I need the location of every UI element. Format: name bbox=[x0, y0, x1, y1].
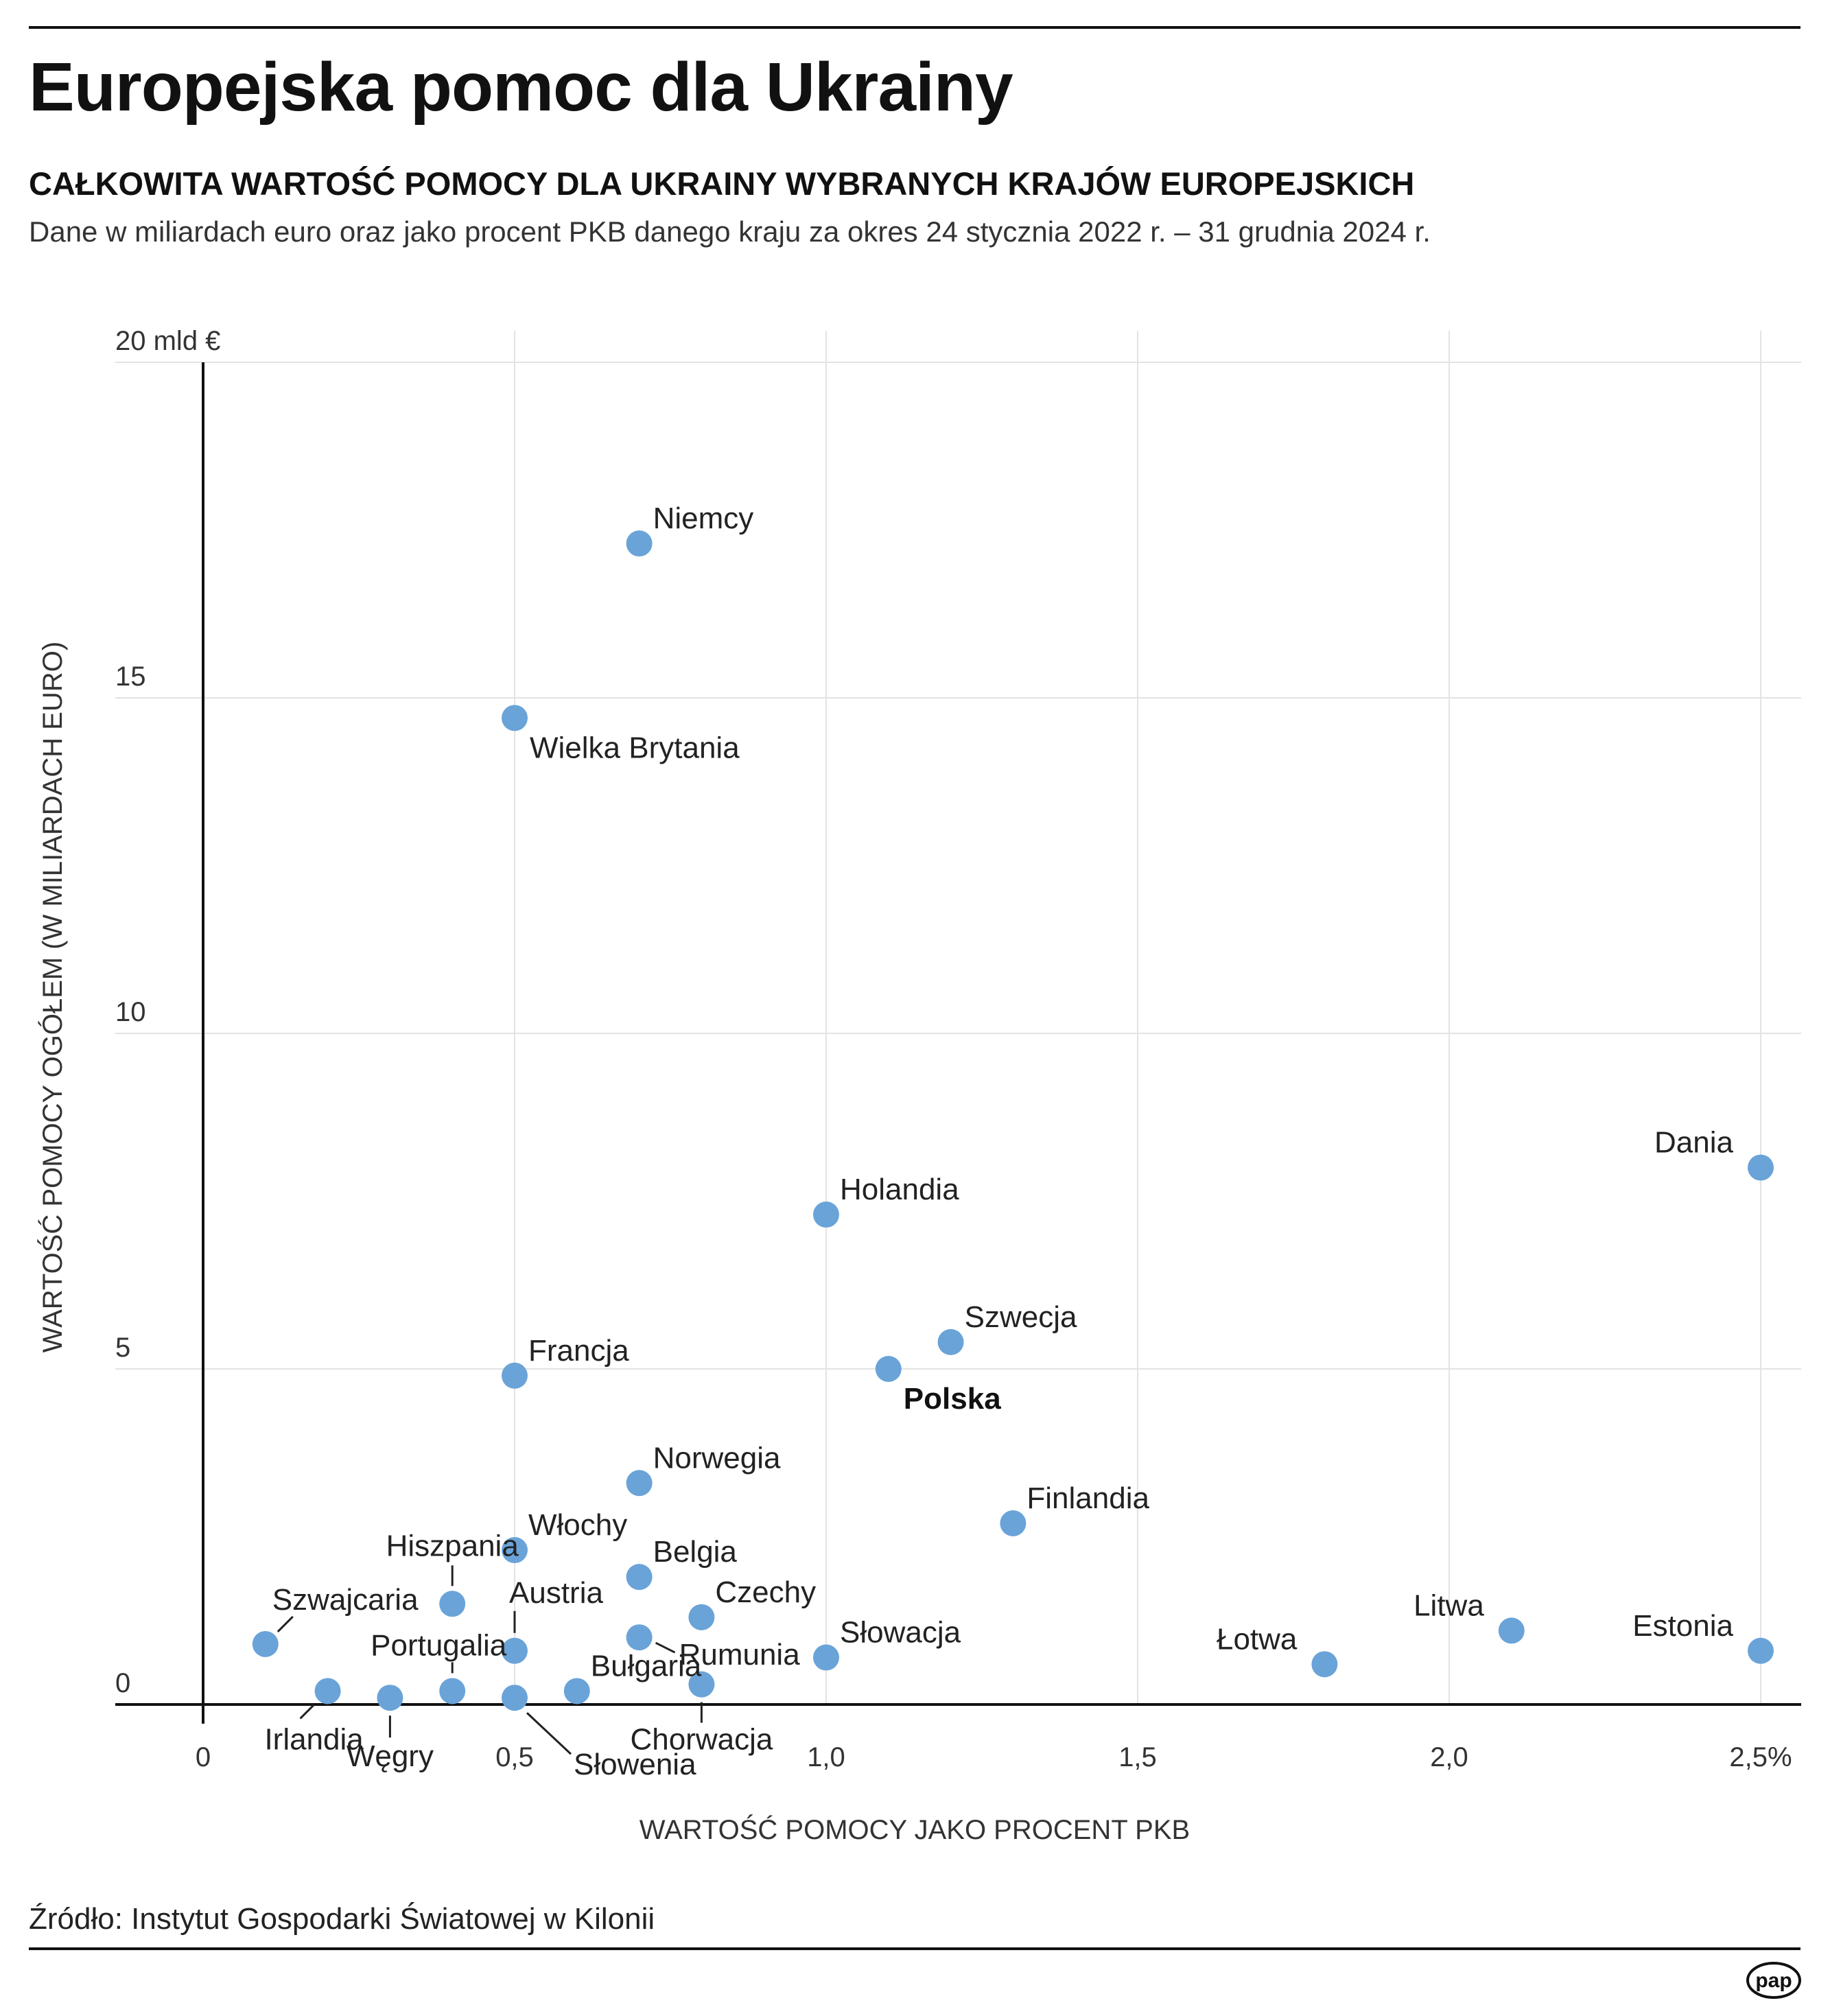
x-tick-label: 0,5 bbox=[495, 1742, 534, 1772]
y-axis-title: WARTOŚĆ POMOCY OGÓŁEM (W MILIARDACH EURO… bbox=[36, 642, 68, 1352]
point-label: Austria bbox=[509, 1576, 603, 1610]
pap-logo-icon: pap bbox=[1746, 1962, 1801, 1999]
leader-lines bbox=[277, 1565, 703, 1755]
point-label: Norwegia bbox=[653, 1441, 781, 1475]
data-point bbox=[626, 530, 653, 557]
data-point bbox=[502, 1637, 528, 1664]
bottom-rule bbox=[29, 1947, 1800, 1950]
data-point bbox=[688, 1604, 715, 1630]
data-point bbox=[1748, 1154, 1774, 1181]
data-point bbox=[252, 1630, 279, 1657]
data-point bbox=[439, 1591, 466, 1617]
point-label: Polska bbox=[904, 1382, 1001, 1416]
grid-lines: 0 5 10 15 20 mld € 0 0,5 1,0 1,5 2,0 2,5% bbox=[115, 326, 1801, 1772]
data-point bbox=[813, 1202, 839, 1228]
data-point bbox=[1000, 1510, 1027, 1536]
data-point bbox=[937, 1328, 964, 1355]
data-point bbox=[314, 1678, 341, 1704]
data-point bbox=[502, 1685, 528, 1711]
x-tick-label: 1,0 bbox=[807, 1742, 845, 1772]
data-point bbox=[875, 1356, 902, 1382]
y-tick-label: 10 bbox=[115, 997, 146, 1027]
source-note: Źródło: Instytut Gospodarki Światowej w … bbox=[29, 1902, 655, 1936]
data-point bbox=[1748, 1637, 1774, 1664]
y-tick-label: 15 bbox=[115, 661, 146, 692]
point-label: Rumunia bbox=[679, 1638, 801, 1672]
x-tick-label: 2,0 bbox=[1430, 1742, 1468, 1772]
axes bbox=[115, 362, 1801, 1724]
data-point bbox=[502, 1362, 528, 1389]
chart-description: Dane w miliardach euro oraz jako procent… bbox=[29, 215, 1431, 248]
point-label: Chorwacja bbox=[630, 1723, 773, 1757]
point-label: Portugalia bbox=[371, 1628, 507, 1662]
point-label: Hiszpania bbox=[386, 1529, 519, 1562]
data-point bbox=[563, 1678, 590, 1704]
y-tick-label: 20 mld € bbox=[115, 326, 220, 356]
leader-line bbox=[655, 1641, 676, 1654]
data-point bbox=[377, 1685, 403, 1711]
point-label: Finlandia bbox=[1027, 1481, 1149, 1515]
data-point bbox=[439, 1678, 466, 1704]
x-tick-label: 2,5% bbox=[1729, 1742, 1792, 1772]
data-points bbox=[252, 530, 1774, 1711]
x-axis-title: WARTOŚĆ POMOCY JAKO PROCENT PKB bbox=[640, 1814, 1190, 1845]
top-rule bbox=[29, 26, 1800, 29]
point-label: Słowenia bbox=[574, 1748, 696, 1781]
point-label: Węgry bbox=[347, 1739, 434, 1773]
chart-subtitle: CAŁKOWITA WARTOŚĆ POMOCY DLA UKRAINY WYB… bbox=[29, 165, 1415, 202]
point-label: Słowacja bbox=[840, 1616, 961, 1650]
point-label: Włochy bbox=[528, 1508, 627, 1542]
y-tick-label: 0 bbox=[115, 1668, 130, 1698]
pap-logo-text: pap bbox=[1755, 1969, 1792, 1992]
leader-line bbox=[277, 1615, 294, 1633]
point-label: Wielka Brytania bbox=[530, 731, 740, 764]
data-point bbox=[813, 1644, 839, 1671]
point-label: Belgia bbox=[653, 1535, 738, 1569]
leader-line bbox=[299, 1704, 315, 1720]
point-label: Estonia bbox=[1632, 1609, 1733, 1643]
point-label: Litwa bbox=[1413, 1589, 1484, 1622]
data-point bbox=[688, 1671, 715, 1698]
page-title: Europejska pomoc dla Ukrainy bbox=[29, 49, 1013, 126]
point-label: Irlandia bbox=[264, 1722, 364, 1756]
point-label: Łotwa bbox=[1217, 1622, 1298, 1656]
data-point bbox=[626, 1564, 653, 1591]
scatter-chart: 0 5 10 15 20 mld € 0 0,5 1,0 1,5 2,0 2,5% Niemcy Wi… bbox=[36, 326, 1801, 1845]
data-point bbox=[1311, 1651, 1338, 1678]
x-tick-label: 1,5 bbox=[1118, 1742, 1157, 1772]
point-label: Francja bbox=[528, 1334, 629, 1368]
point-label: Niemcy bbox=[653, 502, 754, 535]
point-label: Dania bbox=[1654, 1126, 1733, 1160]
data-point bbox=[626, 1470, 653, 1497]
point-label: Bułgaria bbox=[591, 1649, 702, 1683]
data-point bbox=[502, 1537, 528, 1564]
data-point bbox=[502, 705, 528, 731]
leader-line bbox=[526, 1712, 572, 1755]
y-tick-label: 5 bbox=[115, 1333, 130, 1363]
point-label: Holandia bbox=[840, 1173, 959, 1206]
data-point bbox=[626, 1624, 653, 1651]
point-labels: Niemcy Wielka Brytania Dania Holandia Szwecj… bbox=[264, 502, 1733, 1781]
x-tick-label: 0 bbox=[196, 1742, 211, 1772]
point-label: Szwecja bbox=[965, 1300, 1077, 1334]
data-point bbox=[1498, 1617, 1525, 1644]
point-label: Czechy bbox=[715, 1575, 816, 1609]
point-label: Szwajcaria bbox=[272, 1583, 419, 1617]
